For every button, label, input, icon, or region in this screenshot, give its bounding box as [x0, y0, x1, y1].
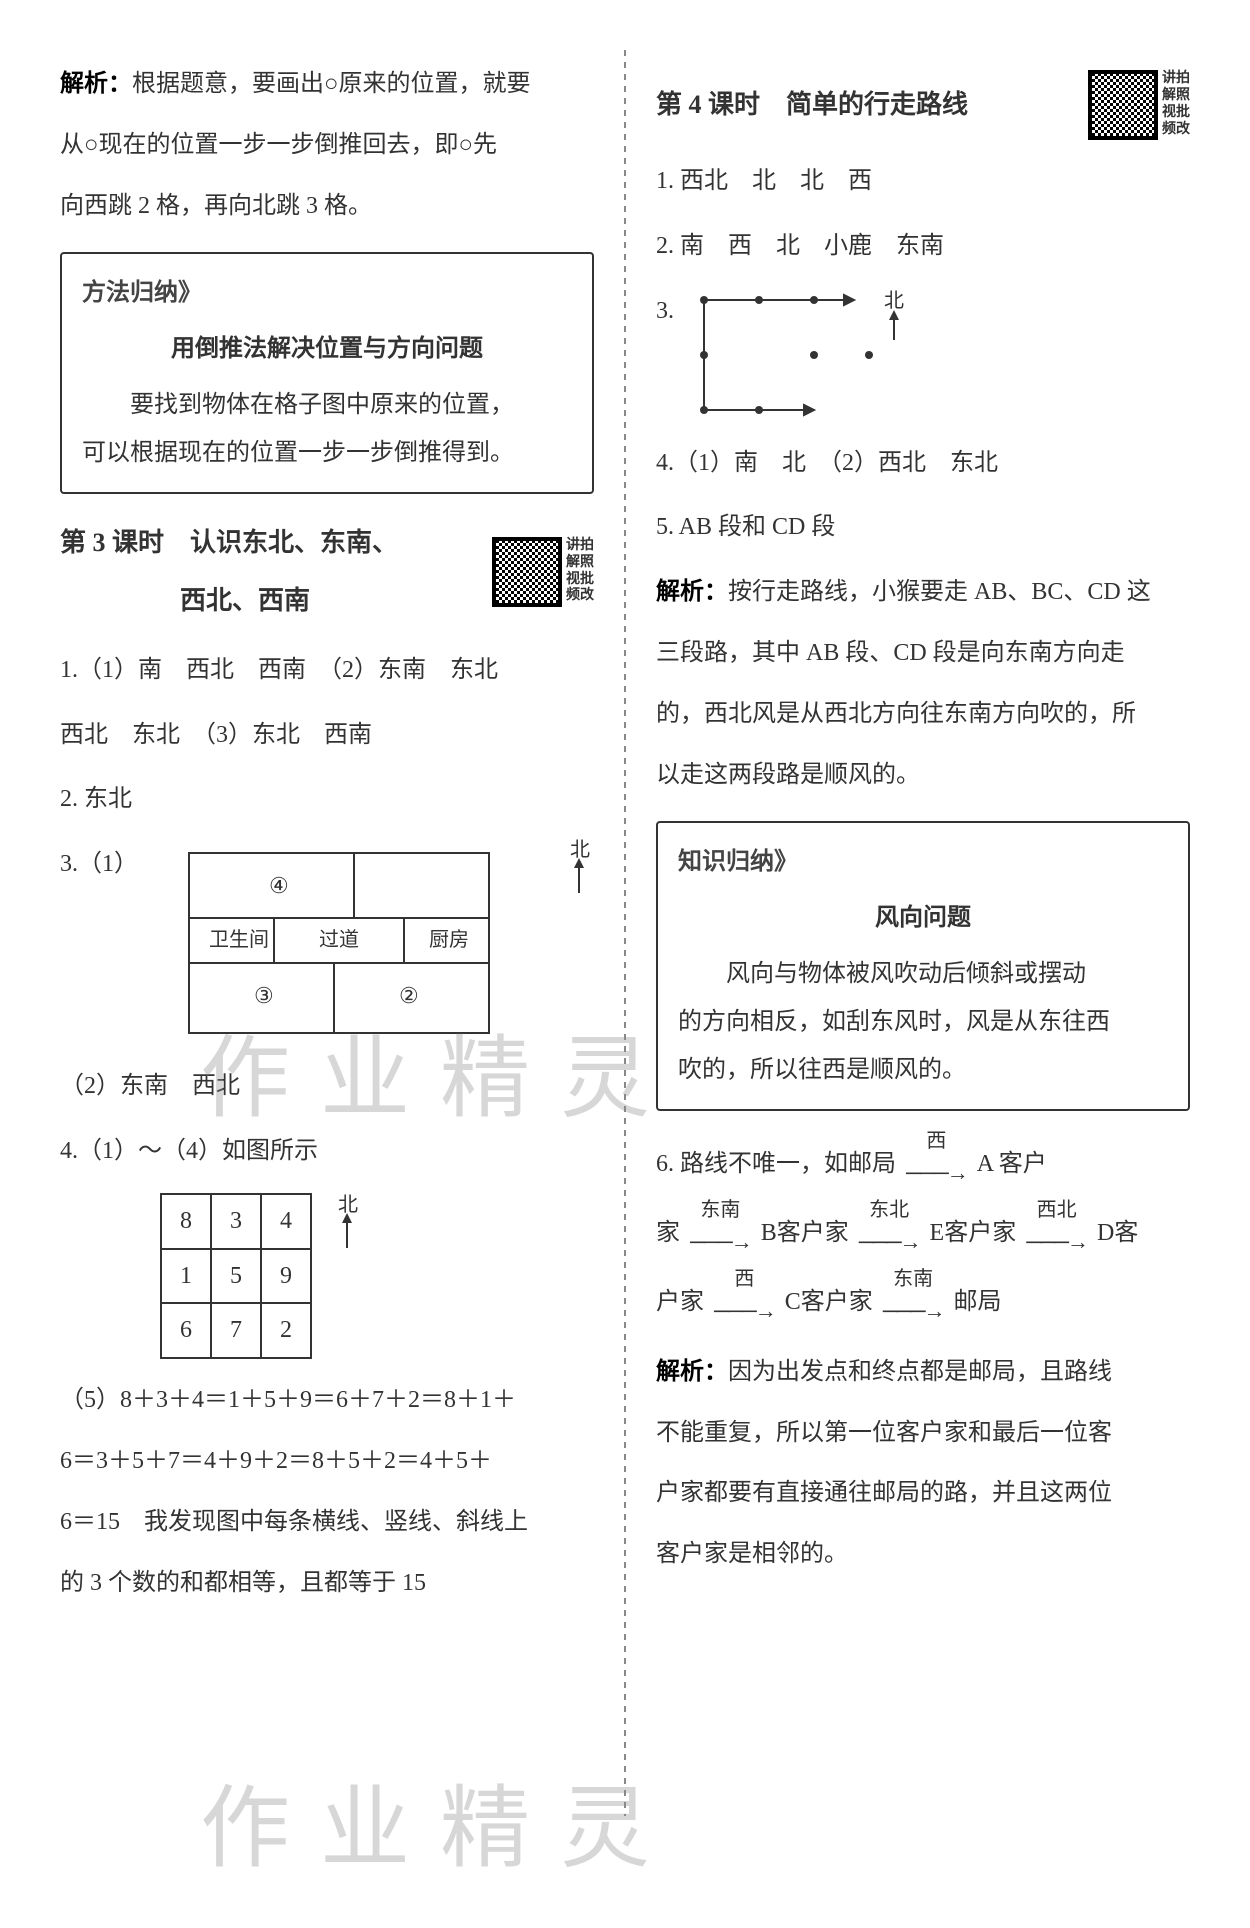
method-summary-box: 方法归纳》 用倒推法解决位置与方向问题 要找到物体在格子图中原来的位置， 可以根…: [60, 252, 594, 494]
route-node: B客户家: [761, 1220, 849, 1246]
q4-5-line: 6＝15 我发现图中每条横线、竖线、斜线上: [60, 1496, 594, 1549]
analysis-block: 解析：根据题意，要画出○原来的位置，就要: [60, 58, 594, 111]
q4-prefix: 4.（1）～（4）如图所示: [60, 1125, 594, 1178]
svg-text:③: ③: [254, 983, 274, 1008]
north-arrow-icon: 北: [332, 1193, 362, 1253]
cell: 4: [261, 1194, 311, 1249]
analysis-text: 的，西北风是从西北方向往东南方向吹的，所: [656, 688, 1190, 741]
route-node: E客户家: [930, 1220, 1017, 1246]
route-arrow: 西北───→: [1026, 1200, 1087, 1269]
heading-line2: 西北、西南: [60, 572, 492, 629]
box-line: 吹的，所以往西是顺风的。: [678, 1046, 1168, 1094]
heading-text: 第 4 课时 简单的行走路线: [656, 76, 1088, 133]
analysis-text: 三段路，其中 AB 段、CD 段是向东南方向走: [656, 627, 1190, 680]
q3-row: 3. 北: [656, 285, 1190, 425]
svg-text:②: ②: [399, 983, 419, 1008]
two-column-layout: 解析：根据题意，要画出○原来的位置，就要 从○现在的位置一步一步倒推回去，即○先…: [60, 50, 1190, 1816]
box-line: 要找到物体在格子图中原来的位置，: [82, 381, 572, 429]
q2-answer: 2. 东北: [60, 773, 594, 826]
cell: 9: [261, 1249, 311, 1304]
q3-prefix: 3.: [656, 285, 674, 338]
magic-square: 834 159 672 北: [160, 1193, 594, 1359]
route-arrow: 东南───→: [883, 1269, 944, 1338]
analysis2-block: 解析：因为出发点和终点都是邮局，且路线: [656, 1346, 1190, 1399]
floorplan-diagram: ④ 卫生间 过道 厨房 ③ ②: [184, 848, 514, 1038]
svg-text:北: 北: [338, 1193, 358, 1216]
magic-square-table: 834 159 672: [160, 1193, 312, 1359]
qr-code-icon: [492, 537, 562, 607]
cell: 7: [211, 1303, 261, 1358]
analysis-text: 因为出发点和终点都是邮局，且路线: [728, 1359, 1112, 1385]
svg-text:卫生间: 卫生间: [209, 928, 269, 951]
qr-side-labels: 讲拍 解照 视批 频改: [1162, 71, 1190, 138]
left-column: 解析：根据题意，要画出○原来的位置，就要 从○现在的位置一步一步倒推回去，即○先…: [60, 50, 594, 1816]
q4-5-line: 6＝3＋5＋7＝4＋9＋2＝8＋5＋2＝4＋5＋: [60, 1435, 594, 1488]
cell: 6: [161, 1303, 211, 1358]
route-node: A 客户: [977, 1151, 1047, 1177]
q4-answer: 4.（1）南 北 （2）西北 东北: [656, 437, 1190, 490]
cell: 1: [161, 1249, 211, 1304]
analysis-text: 以走这两段路是顺风的。: [656, 749, 1190, 802]
path-diagram: 北: [684, 285, 914, 425]
route-node: D客: [1097, 1220, 1138, 1246]
route-node: C客户家: [785, 1289, 873, 1315]
box-line: 风向与物体被风吹动后倾斜或摆动: [678, 950, 1168, 998]
heading-line1: 第 3 课时 认识东北、东南、: [60, 514, 492, 571]
analysis-text: 客户家是相邻的。: [656, 1528, 1190, 1581]
route-arrow: 西───→: [906, 1131, 967, 1200]
box-header: 知识归纳》: [678, 838, 1168, 886]
q3-floorplan-row: 3.（1） ④ 卫生间 过道 厨房 ③ ② 北: [60, 838, 594, 1048]
analysis-text: 向西跳 2 格，再向北跳 3 格。: [60, 180, 594, 233]
analysis-text: 按行走路线，小猴要走 AB、BC、CD 这: [728, 579, 1151, 605]
q6-prefix: 6. 路线不唯一，如邮局: [656, 1151, 896, 1177]
qr-code-icon: [1088, 70, 1158, 140]
north-arrow-icon: 北: [564, 838, 594, 898]
knowledge-summary-box: 知识归纳》 风向问题 风向与物体被风吹动后倾斜或摆动 的方向相反，如刮东风时，风…: [656, 821, 1190, 1111]
route-arrow: 西───→: [714, 1269, 775, 1338]
q5-answer: 5. AB 段和 CD 段: [656, 501, 1190, 554]
cell: 8: [161, 1194, 211, 1249]
box-header: 方法归纳》: [82, 269, 572, 317]
analysis-text: 户家都要有直接通往邮局的路，并且这两位: [656, 1467, 1190, 1520]
q3-prefix: 3.（1）: [60, 838, 138, 891]
analysis-text: 不能重复，所以第一位客户家和最后一位客: [656, 1407, 1190, 1460]
cell: 5: [211, 1249, 261, 1304]
box-title: 用倒推法解决位置与方向问题: [82, 325, 572, 373]
svg-text:④: ④: [269, 873, 289, 898]
svg-text:北: 北: [884, 289, 904, 312]
q4-5-line: 的 3 个数的和都相等，且都等于 15: [60, 1557, 594, 1610]
cell: 2: [261, 1303, 311, 1358]
analysis-label: 解析：: [656, 579, 728, 605]
box-line: 的方向相反，如刮东风时，风是从东往西: [678, 998, 1168, 1046]
route-arrow: 东北───→: [859, 1200, 920, 1269]
column-divider: [624, 50, 626, 1816]
lesson4-heading: 第 4 课时 简单的行走路线 讲拍 解照 视批 频改: [656, 70, 1190, 140]
route-node: 邮局: [954, 1289, 1002, 1315]
right-column: 第 4 课时 简单的行走路线 讲拍 解照 视批 频改 1. 西北 北 北 西 2…: [656, 50, 1190, 1816]
q1-answer: 1. 西北 北 北 西: [656, 155, 1190, 208]
q2-answer: 2. 南 西 北 小鹿 东南: [656, 220, 1190, 273]
q1-answer-cont: 西北 东北 （3）东北 西南: [60, 709, 594, 762]
q6-route: 6. 路线不唯一，如邮局 西───→ A 客户 家 东南───→ B客户家 东北…: [656, 1131, 1190, 1337]
svg-text:厨房: 厨房: [429, 928, 469, 951]
route-node: 家: [656, 1220, 680, 1246]
svg-text:北: 北: [570, 838, 590, 861]
lesson3-heading: 第 3 课时 认识东北、东南、 西北、西南 讲拍 解照 视批 频改: [60, 514, 594, 628]
route-arrow: 东南───→: [690, 1200, 751, 1269]
box-title: 风向问题: [678, 894, 1168, 942]
analysis-text: 从○现在的位置一步一步倒推回去，即○先: [60, 119, 594, 172]
q3-2-answer: （2）东南 西北: [60, 1060, 594, 1113]
qr-side-labels: 讲拍 解照 视批 频改: [566, 538, 594, 605]
q4-5-line: （5）8＋3＋4＝1＋5＋9＝6＋7＋2＝8＋1＋: [60, 1374, 594, 1427]
analysis-label: 解析：: [656, 1359, 728, 1385]
svg-text:过道: 过道: [319, 928, 359, 951]
cell: 3: [211, 1194, 261, 1249]
route-node: 户家: [656, 1289, 704, 1315]
analysis-block: 解析：按行走路线，小猴要走 AB、BC、CD 这: [656, 566, 1190, 619]
box-line: 可以根据现在的位置一步一步倒推得到。: [82, 429, 572, 477]
analysis-label: 解析：: [60, 71, 132, 97]
analysis-text: 根据题意，要画出○原来的位置，就要: [132, 71, 531, 97]
q1-answer: 1.（1）南 西北 西南 （2）东南 东北: [60, 644, 594, 697]
